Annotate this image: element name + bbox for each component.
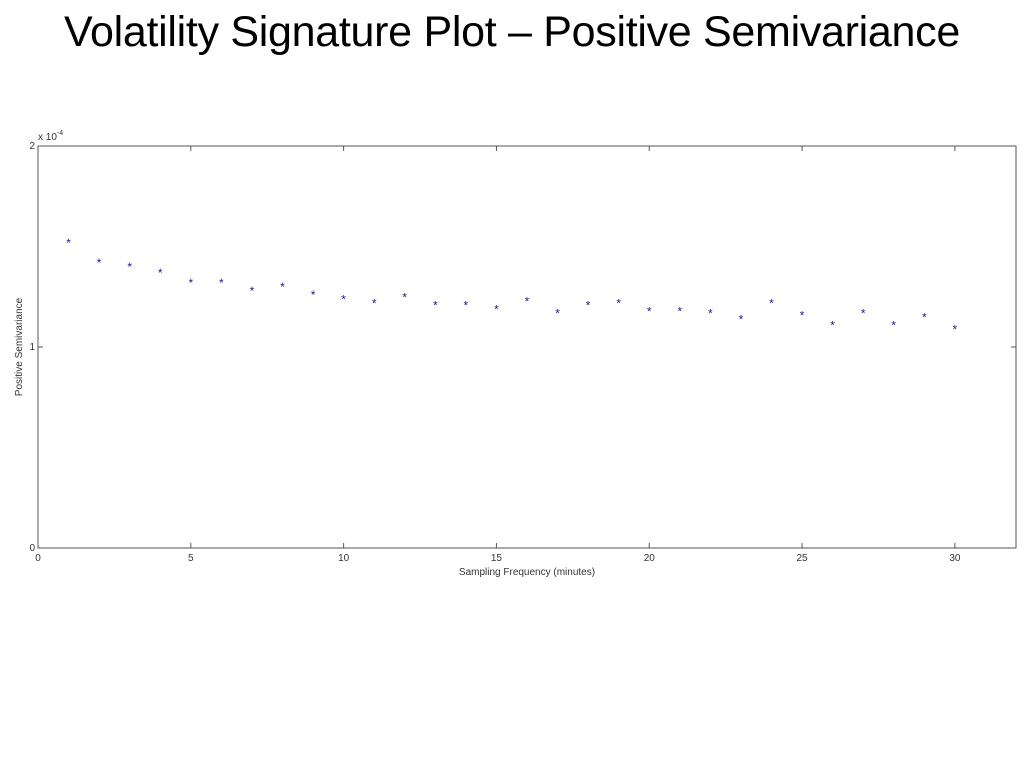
y-axis-multiplier: x 10-4 (38, 130, 63, 143)
data-point: * (311, 288, 316, 302)
data-point: * (280, 280, 285, 294)
data-point: * (616, 296, 621, 310)
data-point: * (372, 296, 377, 310)
data-point: * (891, 318, 896, 332)
data-point: * (647, 304, 652, 318)
x-axis-label: Sampling Frequency (minutes) (459, 567, 595, 578)
data-point: * (341, 292, 346, 306)
y-axis-multiplier-exponent: -4 (57, 130, 63, 137)
data-point: * (800, 308, 805, 322)
data-point: * (97, 256, 102, 270)
data-point: * (250, 284, 255, 298)
data-point: * (739, 312, 744, 326)
data-point: * (66, 236, 71, 250)
data-point: * (830, 318, 835, 332)
plot-area-frame (37, 145, 1017, 549)
y-tick-label: 0 (29, 543, 35, 554)
data-point: * (953, 322, 958, 336)
y-tick-label: 2 (29, 141, 35, 152)
data-point: * (464, 298, 469, 312)
y-axis-label: Positive Semivariance (14, 297, 25, 396)
x-axis: 0 5 10 15 20 25 30 (35, 146, 961, 564)
data-point: * (494, 302, 499, 316)
data-point: * (188, 276, 193, 290)
data-point: * (769, 296, 774, 310)
data-point: * (922, 310, 927, 324)
x-tick-label: 15 (491, 553, 503, 564)
data-point: * (402, 290, 407, 304)
data-point: * (219, 276, 224, 290)
data-point: * (127, 260, 132, 274)
data-point: * (158, 266, 163, 280)
x-tick-label: 30 (949, 553, 961, 564)
data-point: * (525, 294, 530, 308)
data-point: * (708, 306, 713, 320)
data-point: * (555, 306, 560, 320)
x-tick-label: 0 (35, 553, 41, 564)
data-point: * (433, 298, 438, 312)
slide-title: Volatility Signature Plot – Positive Sem… (64, 8, 960, 56)
data-point: * (677, 304, 682, 318)
x-tick-label: 10 (338, 553, 350, 564)
x-tick-label: 20 (644, 553, 656, 564)
y-axis-multiplier-base: x 10 (38, 132, 57, 143)
x-tick-label: 5 (188, 553, 194, 564)
x-tick-label: 25 (797, 553, 809, 564)
data-point: * (861, 306, 866, 320)
y-tick-label: 1 (29, 342, 35, 353)
data-points: * * * * * * * * * * * * * * * * * * * * * * * * * * * * * * (66, 236, 957, 336)
data-point: * (586, 298, 591, 312)
y-axis: 0 1 2 (29, 141, 1016, 554)
